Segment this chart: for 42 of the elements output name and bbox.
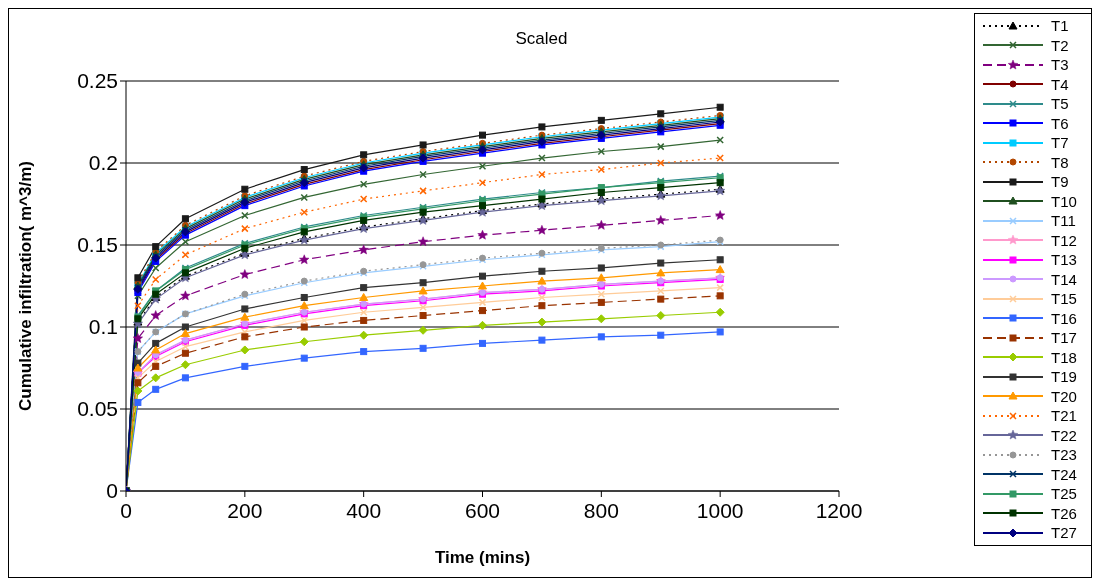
y-tick-label: 0 — [106, 479, 118, 503]
y-tick-label: 0.2 — [88, 151, 118, 175]
x-tick-label: 1000 — [696, 498, 744, 522]
legend-label: T1 — [1051, 17, 1069, 35]
y-tick-label: 0.05 — [77, 397, 118, 421]
legend-label: T3 — [1051, 56, 1069, 74]
x-tick-label: 1200 — [815, 498, 863, 522]
legend-label: T9 — [1051, 173, 1069, 191]
legend-label: T16 — [1051, 309, 1077, 327]
legend-label: T25 — [1051, 485, 1077, 503]
y-axis-title: Cumulative infiltration( m^3/m) — [16, 161, 36, 411]
x-tick-label: 200 — [227, 498, 263, 522]
y-tick-label: 0.25 — [77, 69, 118, 93]
legend-label: T13 — [1051, 251, 1077, 269]
legend-label: T18 — [1051, 348, 1077, 366]
x-tick-label: 400 — [346, 498, 382, 522]
legend-label: T10 — [1051, 192, 1077, 210]
legend-label: T24 — [1051, 465, 1077, 483]
legend-label: T12 — [1051, 231, 1077, 249]
legend-label: T17 — [1051, 329, 1077, 347]
y-tick-label: 0.15 — [77, 233, 118, 257]
legend-label: T14 — [1051, 270, 1077, 288]
legend-label: T26 — [1051, 504, 1077, 522]
legend-label: T8 — [1051, 153, 1069, 171]
legend-label: T6 — [1051, 114, 1069, 132]
chart-title: Scaled — [514, 29, 569, 49]
legend-label: T2 — [1051, 36, 1069, 54]
legend-label: T5 — [1051, 95, 1069, 113]
x-axis-title: Time (mins) — [434, 548, 531, 567]
legend-label: T11 — [1051, 212, 1076, 230]
legend-label: T21 — [1051, 407, 1077, 425]
x-tick-label: 800 — [583, 498, 619, 522]
y-tick-label: 0.1 — [88, 315, 118, 339]
legend-label: T7 — [1051, 134, 1069, 152]
legend-label: T15 — [1051, 290, 1077, 308]
legend-label: T27 — [1051, 524, 1077, 542]
legend-label: T4 — [1051, 75, 1069, 93]
legend-label: T22 — [1051, 426, 1077, 444]
legend-label: T19 — [1051, 368, 1077, 386]
legend-label: T20 — [1051, 387, 1077, 405]
legend-label: T23 — [1051, 446, 1077, 464]
x-tick-label: 600 — [464, 498, 501, 522]
